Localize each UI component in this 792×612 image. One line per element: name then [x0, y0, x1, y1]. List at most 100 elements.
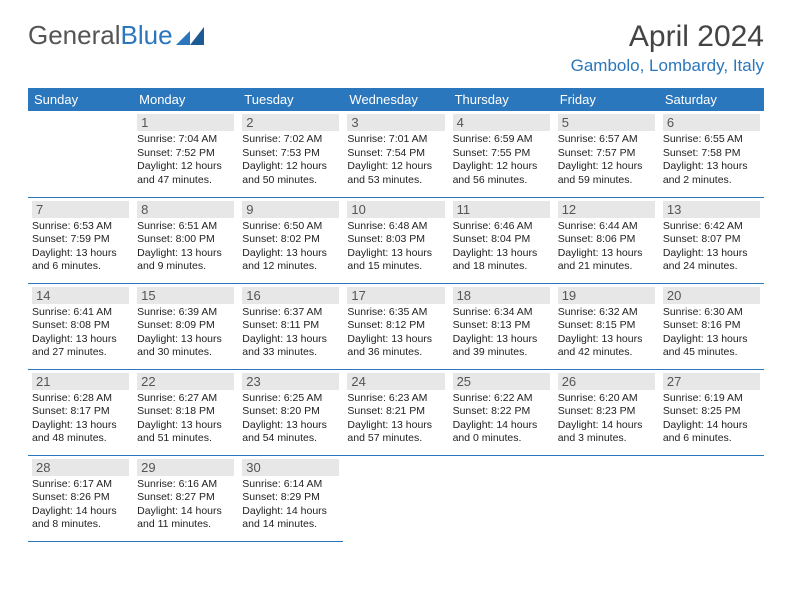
calendar-cell: 25Sunrise: 6:22 AMSunset: 8:22 PMDayligh… — [449, 369, 554, 455]
sunrise-line: Sunrise: 6:37 AM — [242, 306, 339, 320]
day-info: Sunrise: 6:30 AMSunset: 8:16 PMDaylight:… — [663, 306, 760, 361]
day-info: Sunrise: 6:16 AMSunset: 8:27 PMDaylight:… — [137, 478, 234, 533]
daylight-line: Daylight: 14 hours and 3 minutes. — [558, 419, 655, 446]
daylight-line: Daylight: 13 hours and 27 minutes. — [32, 333, 129, 360]
calendar-cell: 29Sunrise: 6:16 AMSunset: 8:27 PMDayligh… — [133, 455, 238, 541]
calendar-cell: 6Sunrise: 6:55 AMSunset: 7:58 PMDaylight… — [659, 111, 764, 197]
day-info: Sunrise: 6:55 AMSunset: 7:58 PMDaylight:… — [663, 133, 760, 188]
day-number: 10 — [347, 201, 444, 218]
day-number: 12 — [558, 201, 655, 218]
daylight-line: Daylight: 13 hours and 54 minutes. — [242, 419, 339, 446]
day-info: Sunrise: 6:35 AMSunset: 8:12 PMDaylight:… — [347, 306, 444, 361]
sunset-line: Sunset: 8:26 PM — [32, 491, 129, 505]
page-title: April 2024 — [571, 20, 764, 54]
calendar-cell: 19 Sunrise: 6:32 AMSunset: 8:15 PMDayligh… — [554, 283, 659, 369]
day-info: Sunrise: 6:37 AMSunset: 8:11 PMDaylight:… — [242, 306, 339, 361]
calendar-cell: 18Sunrise: 6:34 AMSunset: 8:13 PMDayligh… — [449, 283, 554, 369]
sunset-line: Sunset: 8:07 PM — [663, 233, 760, 247]
header: GeneralBlue April 2024 Gambolo, Lombardy… — [28, 20, 764, 76]
weekday-header: Friday — [554, 88, 659, 111]
calendar-cell: 3Sunrise: 7:01 AMSunset: 7:54 PMDaylight… — [343, 111, 448, 197]
calendar-cell: 2Sunrise: 7:02 AMSunset: 7:53 PMDaylight… — [238, 111, 343, 197]
calendar-cell: 8 Sunrise: 6:51 AMSunset: 8:00 PMDaylight… — [133, 197, 238, 283]
sunrise-line: Sunrise: 6:34 AM — [453, 306, 550, 320]
sunrise-line: Sunrise: 6:57 AM — [558, 133, 655, 147]
calendar-cell: 27Sunrise: 6:19 AMSunset: 8:25 PMDayligh… — [659, 369, 764, 455]
day-info: Sunrise: 6:51 AMSunset: 8:00 PMDaylight:… — [137, 220, 234, 275]
sunset-line: Sunset: 8:06 PM — [558, 233, 655, 247]
weekday-header: Saturday — [659, 88, 764, 111]
calendar-cell: 15Sunrise: 6:39 AMSunset: 8:09 PMDayligh… — [133, 283, 238, 369]
sunset-line: Sunset: 8:12 PM — [347, 319, 444, 333]
sunrise-line: Sunrise: 6:46 AM — [453, 220, 550, 234]
weekday-header: Sunday — [28, 88, 133, 111]
sunset-line: Sunset: 8:15 PM — [558, 319, 655, 333]
day-number: 23 — [242, 373, 339, 390]
logo: GeneralBlue — [28, 20, 204, 51]
sunset-line: Sunset: 8:03 PM — [347, 233, 444, 247]
day-number: 27 — [663, 373, 760, 390]
calendar-row: 7 Sunrise: 6:53 AMSunset: 7:59 PMDaylight… — [28, 197, 764, 283]
calendar-cell: 22Sunrise: 6:27 AMSunset: 8:18 PMDayligh… — [133, 369, 238, 455]
sunset-line: Sunset: 7:52 PM — [137, 147, 234, 161]
calendar-cell: 1Sunrise: 7:04 AMSunset: 7:52 PMDaylight… — [133, 111, 238, 197]
sunrise-line: Sunrise: 6:22 AM — [453, 392, 550, 406]
sunset-line: Sunset: 8:13 PM — [453, 319, 550, 333]
sunset-line: Sunset: 8:20 PM — [242, 405, 339, 419]
calendar-row: 1Sunrise: 7:04 AMSunset: 7:52 PMDaylight… — [28, 111, 764, 197]
day-info: Sunrise: 6:22 AMSunset: 8:22 PMDaylight:… — [453, 392, 550, 447]
calendar-cell: 16Sunrise: 6:37 AMSunset: 8:11 PMDayligh… — [238, 283, 343, 369]
sunrise-line: Sunrise: 6:53 AM — [32, 220, 129, 234]
sunset-line: Sunset: 7:55 PM — [453, 147, 550, 161]
calendar-cell: 17 Sunrise: 6:35 AMSunset: 8:12 PMDayligh… — [343, 283, 448, 369]
sunrise-line: Sunrise: 6:32 AM — [558, 306, 655, 320]
calendar-cell-empty — [343, 455, 448, 541]
calendar-cell: 13Sunrise: 6:42 AMSunset: 8:07 PMDayligh… — [659, 197, 764, 283]
calendar-cell: 5Sunrise: 6:57 AMSunset: 7:57 PMDaylight… — [554, 111, 659, 197]
title-block: April 2024 Gambolo, Lombardy, Italy — [571, 20, 764, 76]
day-info: Sunrise: 6:53 AMSunset: 7:59 PMDaylight:… — [32, 220, 129, 275]
location: Gambolo, Lombardy, Italy — [571, 56, 764, 76]
daylight-line: Daylight: 12 hours and 47 minutes. — [137, 160, 234, 187]
logo-text-2: Blue — [121, 20, 173, 51]
day-info: Sunrise: 6:39 AMSunset: 8:09 PMDaylight:… — [137, 306, 234, 361]
sunset-line: Sunset: 7:57 PM — [558, 147, 655, 161]
daylight-line: Daylight: 12 hours and 53 minutes. — [347, 160, 444, 187]
sunset-line: Sunset: 8:16 PM — [663, 319, 760, 333]
sunrise-line: Sunrise: 6:19 AM — [663, 392, 760, 406]
sunrise-line: Sunrise: 6:14 AM — [242, 478, 339, 492]
sunset-line: Sunset: 8:22 PM — [453, 405, 550, 419]
day-info: Sunrise: 6:32 AMSunset: 8:15 PMDaylight:… — [558, 306, 655, 361]
day-info: Sunrise: 6:48 AMSunset: 8:03 PMDaylight:… — [347, 220, 444, 275]
calendar-cell: 23Sunrise: 6:25 AMSunset: 8:20 PMDayligh… — [238, 369, 343, 455]
sunrise-line: Sunrise: 6:41 AM — [32, 306, 129, 320]
day-number: 11 — [453, 201, 550, 218]
sunrise-line: Sunrise: 6:50 AM — [242, 220, 339, 234]
day-number: 5 — [558, 114, 655, 131]
sunset-line: Sunset: 7:54 PM — [347, 147, 444, 161]
calendar-cell: 9Sunrise: 6:50 AMSunset: 8:02 PMDaylight… — [238, 197, 343, 283]
daylight-line: Daylight: 14 hours and 14 minutes. — [242, 505, 339, 532]
day-number: 19 — [558, 287, 655, 304]
sunrise-line: Sunrise: 6:23 AM — [347, 392, 444, 406]
day-number: 8 — [137, 201, 234, 218]
day-number: 30 — [242, 459, 339, 476]
day-number: 7 — [32, 201, 129, 218]
daylight-line: Daylight: 13 hours and 21 minutes. — [558, 247, 655, 274]
sunset-line: Sunset: 8:29 PM — [242, 491, 339, 505]
day-number: 28 — [32, 459, 129, 476]
sunrise-line: Sunrise: 6:16 AM — [137, 478, 234, 492]
daylight-line: Daylight: 13 hours and 36 minutes. — [347, 333, 444, 360]
day-number: 9 — [242, 201, 339, 218]
calendar-cell: 7 Sunrise: 6:53 AMSunset: 7:59 PMDaylight… — [28, 197, 133, 283]
daylight-line: Daylight: 13 hours and 6 minutes. — [32, 247, 129, 274]
daylight-line: Daylight: 13 hours and 24 minutes. — [663, 247, 760, 274]
sunset-line: Sunset: 8:04 PM — [453, 233, 550, 247]
weekday-header-row: SundayMondayTuesdayWednesdayThursdayFrid… — [28, 88, 764, 111]
day-number: 17 — [347, 287, 444, 304]
day-info: Sunrise: 6:59 AMSunset: 7:55 PMDaylight:… — [453, 133, 550, 188]
sunrise-line: Sunrise: 6:28 AM — [32, 392, 129, 406]
daylight-line: Daylight: 13 hours and 15 minutes. — [347, 247, 444, 274]
calendar-row: 28Sunrise: 6:17 AMSunset: 8:26 PMDayligh… — [28, 455, 764, 541]
day-number: 3 — [347, 114, 444, 131]
